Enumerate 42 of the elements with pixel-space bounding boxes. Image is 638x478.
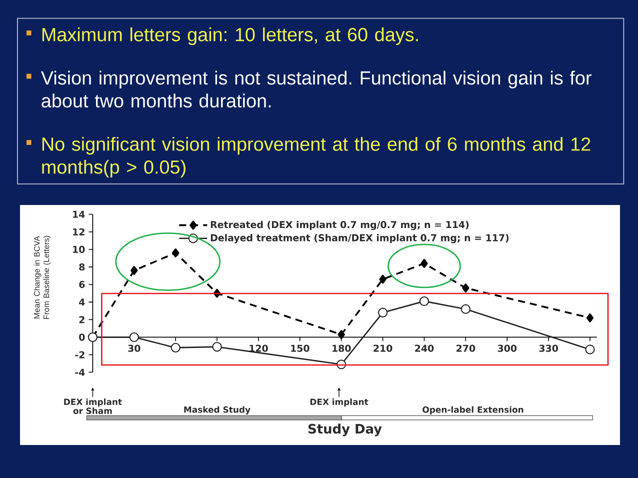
point: [130, 266, 138, 275]
point: [460, 304, 470, 314]
text: No significant vision improvement at the end of 6 months and 12 months(p > 0.05): [42, 136, 590, 178]
point: [172, 248, 180, 258]
text: Vision improvement is not sustained. Functional vision gain is for about two months duration.: [40, 70, 592, 108]
point: [212, 342, 222, 352]
y-tick-label: 4: [79, 298, 85, 306]
text: Maximum letters gain: 10 letters, at 60 days.: [42, 27, 418, 46]
y-tick-label: 12: [73, 228, 84, 236]
point: [420, 258, 428, 268]
y-tick-label: 6: [79, 280, 85, 288]
point: [170, 342, 180, 353]
x-axis-title: Study Day: [308, 424, 382, 436]
x-tick-label: 330: [539, 344, 558, 352]
x-tick-label: 240: [415, 344, 434, 352]
point: [586, 313, 594, 322]
y-tick-label: 10: [73, 246, 85, 253]
point: [419, 296, 430, 306]
y-tick-label: 8: [79, 263, 85, 271]
y-tick-label: 14: [73, 210, 85, 218]
y-tick-label: -4: [75, 368, 85, 376]
y-tick-label: 2: [79, 316, 84, 324]
x-tick-label: 270: [456, 344, 476, 352]
point: [585, 344, 595, 354]
legend-label: Retreated (DEX implant 0.7 mg/0.7 mg; n = 114): [210, 220, 469, 230]
x-tick-label: 300: [498, 344, 517, 352]
point: [462, 284, 470, 293]
text: Open-label Extension: [422, 406, 524, 414]
y-tick-label: -2: [75, 351, 84, 358]
point: [338, 330, 345, 340]
point: [378, 308, 388, 318]
x-tick-label: 210: [374, 344, 392, 352]
y-tick-label: 0: [79, 334, 85, 341]
text: DEX implant or Sham: [64, 398, 122, 414]
text: Masked Study: [184, 406, 250, 415]
point: [129, 332, 139, 342]
text: DEX implant: [310, 398, 368, 407]
x-tick-label: 30: [128, 344, 140, 352]
legend-label: Delayed treatment (Sham/DEX implant 0.7 mg; n = 117): [210, 234, 509, 244]
x-tick-label: 150: [291, 344, 310, 352]
x-tick-label: 180: [332, 344, 351, 352]
point: [379, 274, 386, 284]
